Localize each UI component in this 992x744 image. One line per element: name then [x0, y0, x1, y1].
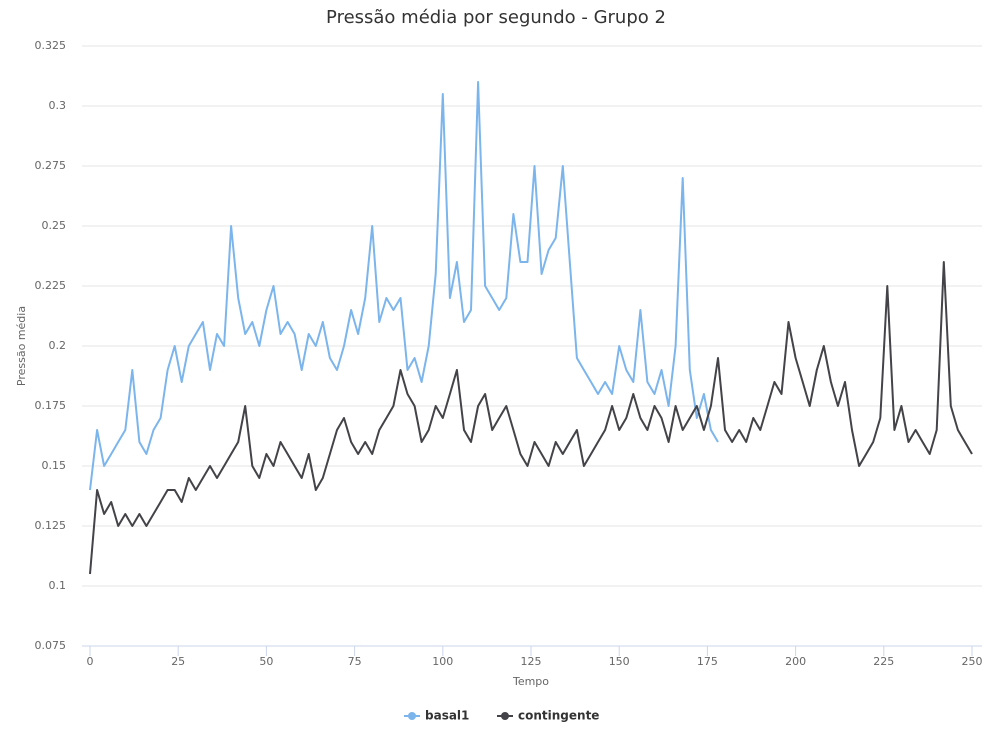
- x-tick-label: 200: [785, 655, 806, 668]
- x-tick-label: 25: [171, 655, 185, 668]
- legend-marker: [408, 712, 416, 720]
- y-tick-label: 0.125: [35, 519, 67, 532]
- x-tick-label: 175: [697, 655, 718, 668]
- y-axis-title: Pressão média: [15, 306, 28, 386]
- y-tick-label: 0.275: [35, 159, 67, 172]
- x-tick-label: 75: [348, 655, 362, 668]
- y-tick-label: 0.175: [35, 399, 67, 412]
- legend-marker: [501, 712, 509, 720]
- x-tick-label: 150: [609, 655, 630, 668]
- y-tick-label: 0.15: [42, 459, 67, 472]
- x-tick-label: 0: [87, 655, 94, 668]
- x-tick-label: 125: [521, 655, 542, 668]
- x-tick-label: 225: [873, 655, 894, 668]
- y-tick-label: 0.325: [35, 39, 67, 52]
- series-line: [89, 261, 973, 575]
- chart-title: Pressão média por segundo - Grupo 2: [326, 7, 666, 28]
- y-tick-label: 0.2: [49, 339, 67, 352]
- y-tick-label: 0.225: [35, 279, 67, 292]
- legend-label: contingente: [518, 709, 599, 723]
- y-tick-label: 0.1: [49, 579, 67, 592]
- x-tick-label: 50: [259, 655, 273, 668]
- y-tick-label: 0.3: [49, 99, 67, 112]
- y-tick-label: 0.25: [42, 219, 67, 232]
- y-tick-label: 0.075: [35, 639, 67, 652]
- series-line: [89, 81, 719, 491]
- x-axis-title: Tempo: [512, 675, 549, 688]
- x-tick-label: 100: [432, 655, 453, 668]
- legend-label: basal1: [425, 709, 469, 723]
- x-tick-label: 250: [962, 655, 983, 668]
